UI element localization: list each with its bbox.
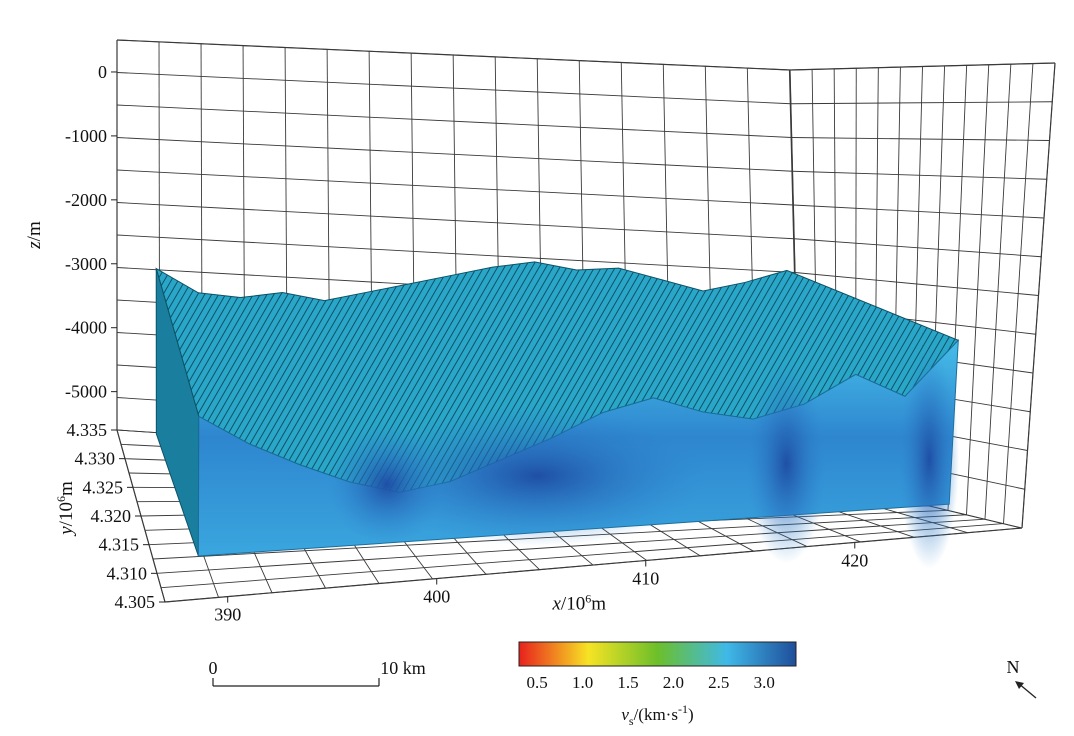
velocity-volume xyxy=(155,261,960,569)
y-tick-label: 4.315 xyxy=(99,535,140,555)
scale-bar-start-label: 0 xyxy=(209,658,218,678)
frame-edge xyxy=(789,62,1056,71)
x-tick-label: 400 xyxy=(423,587,450,607)
z-tick-label: -4000 xyxy=(65,318,107,338)
grid-line-side-horizontal xyxy=(790,101,1053,105)
grid-line-back-horizontal xyxy=(116,72,791,105)
colorbar xyxy=(518,641,797,667)
grid-line-side-horizontal xyxy=(791,137,1050,141)
grid-line-floor-y xyxy=(156,518,986,574)
colorbar-tick-label: 2.0 xyxy=(663,673,684,692)
frame-edge xyxy=(164,527,1023,603)
axis-labels: z/m y/106m x/106m xyxy=(24,221,606,614)
grid-line-back-horizontal xyxy=(116,202,795,240)
z-axis-label: z/m xyxy=(24,221,45,250)
colorbar-tick-label: 1.0 xyxy=(572,673,593,692)
z-tick-label: -2000 xyxy=(65,190,107,210)
z-tick-label: -1000 xyxy=(65,126,107,146)
tick-layer: 0 -1000 -2000 -3000 -4000 -5000 4.305 4.310 4.31… xyxy=(65,62,868,625)
x-axis-label: x/106m xyxy=(551,592,606,615)
colorbar-tick-label: 2.5 xyxy=(708,673,729,692)
y-axis-label: y/106m xyxy=(54,481,77,537)
z-tick-label: -3000 xyxy=(65,254,107,274)
colorbar-tick-label: 1.5 xyxy=(617,673,638,692)
y-tick-label: 4.305 xyxy=(115,592,156,612)
x-tick-label: 410 xyxy=(632,568,659,588)
grid-line-floor-y xyxy=(160,523,1004,589)
colorbar-tick-label: 3.0 xyxy=(754,673,775,692)
grid-line-side-horizontal xyxy=(793,204,1045,219)
north-arrow-head xyxy=(1015,681,1024,689)
grid-line-side-horizontal xyxy=(792,170,1047,180)
frame-edge xyxy=(1021,62,1056,529)
colorbar-tick-label: 0.5 xyxy=(527,673,548,692)
scale-bar-end-label: 10 km xyxy=(380,658,426,678)
grid-line-side-horizontal xyxy=(794,238,1042,258)
legend-layer: 0.5 1.0 1.5 2.0 2.5 3.0 vs/(km·s-1) 0 10 km N xyxy=(209,641,1037,728)
volume-deep-velocity-zone xyxy=(746,363,827,564)
colorbar-title: vs/(km·s-1) xyxy=(621,702,693,728)
volume-deep-velocity-zone xyxy=(327,424,448,545)
grid-line-back-horizontal xyxy=(116,137,793,172)
y-tick-label: 4.320 xyxy=(91,506,132,526)
frame-edge xyxy=(116,39,791,71)
y-tick-label: 4.335 xyxy=(67,420,108,440)
z-tick-label: -5000 xyxy=(65,382,107,402)
y-tick-label: 4.310 xyxy=(107,563,148,583)
volume-deep-velocity-zone xyxy=(899,348,960,569)
z-tick-label: 0 xyxy=(98,62,107,82)
y-tick-label: 4.330 xyxy=(75,449,116,469)
x-tick-label: 420 xyxy=(841,550,868,570)
volume-deep-velocity-zone xyxy=(367,405,708,546)
grid-line-back-horizontal xyxy=(116,234,796,273)
x-tick-label: 390 xyxy=(214,605,241,625)
north-label: N xyxy=(1007,657,1020,677)
grid-line-back-horizontal xyxy=(116,169,794,206)
y-tick-label: 4.325 xyxy=(83,477,124,497)
grid-line-side-horizontal xyxy=(794,272,1039,296)
grid-line-back-horizontal xyxy=(116,104,792,138)
